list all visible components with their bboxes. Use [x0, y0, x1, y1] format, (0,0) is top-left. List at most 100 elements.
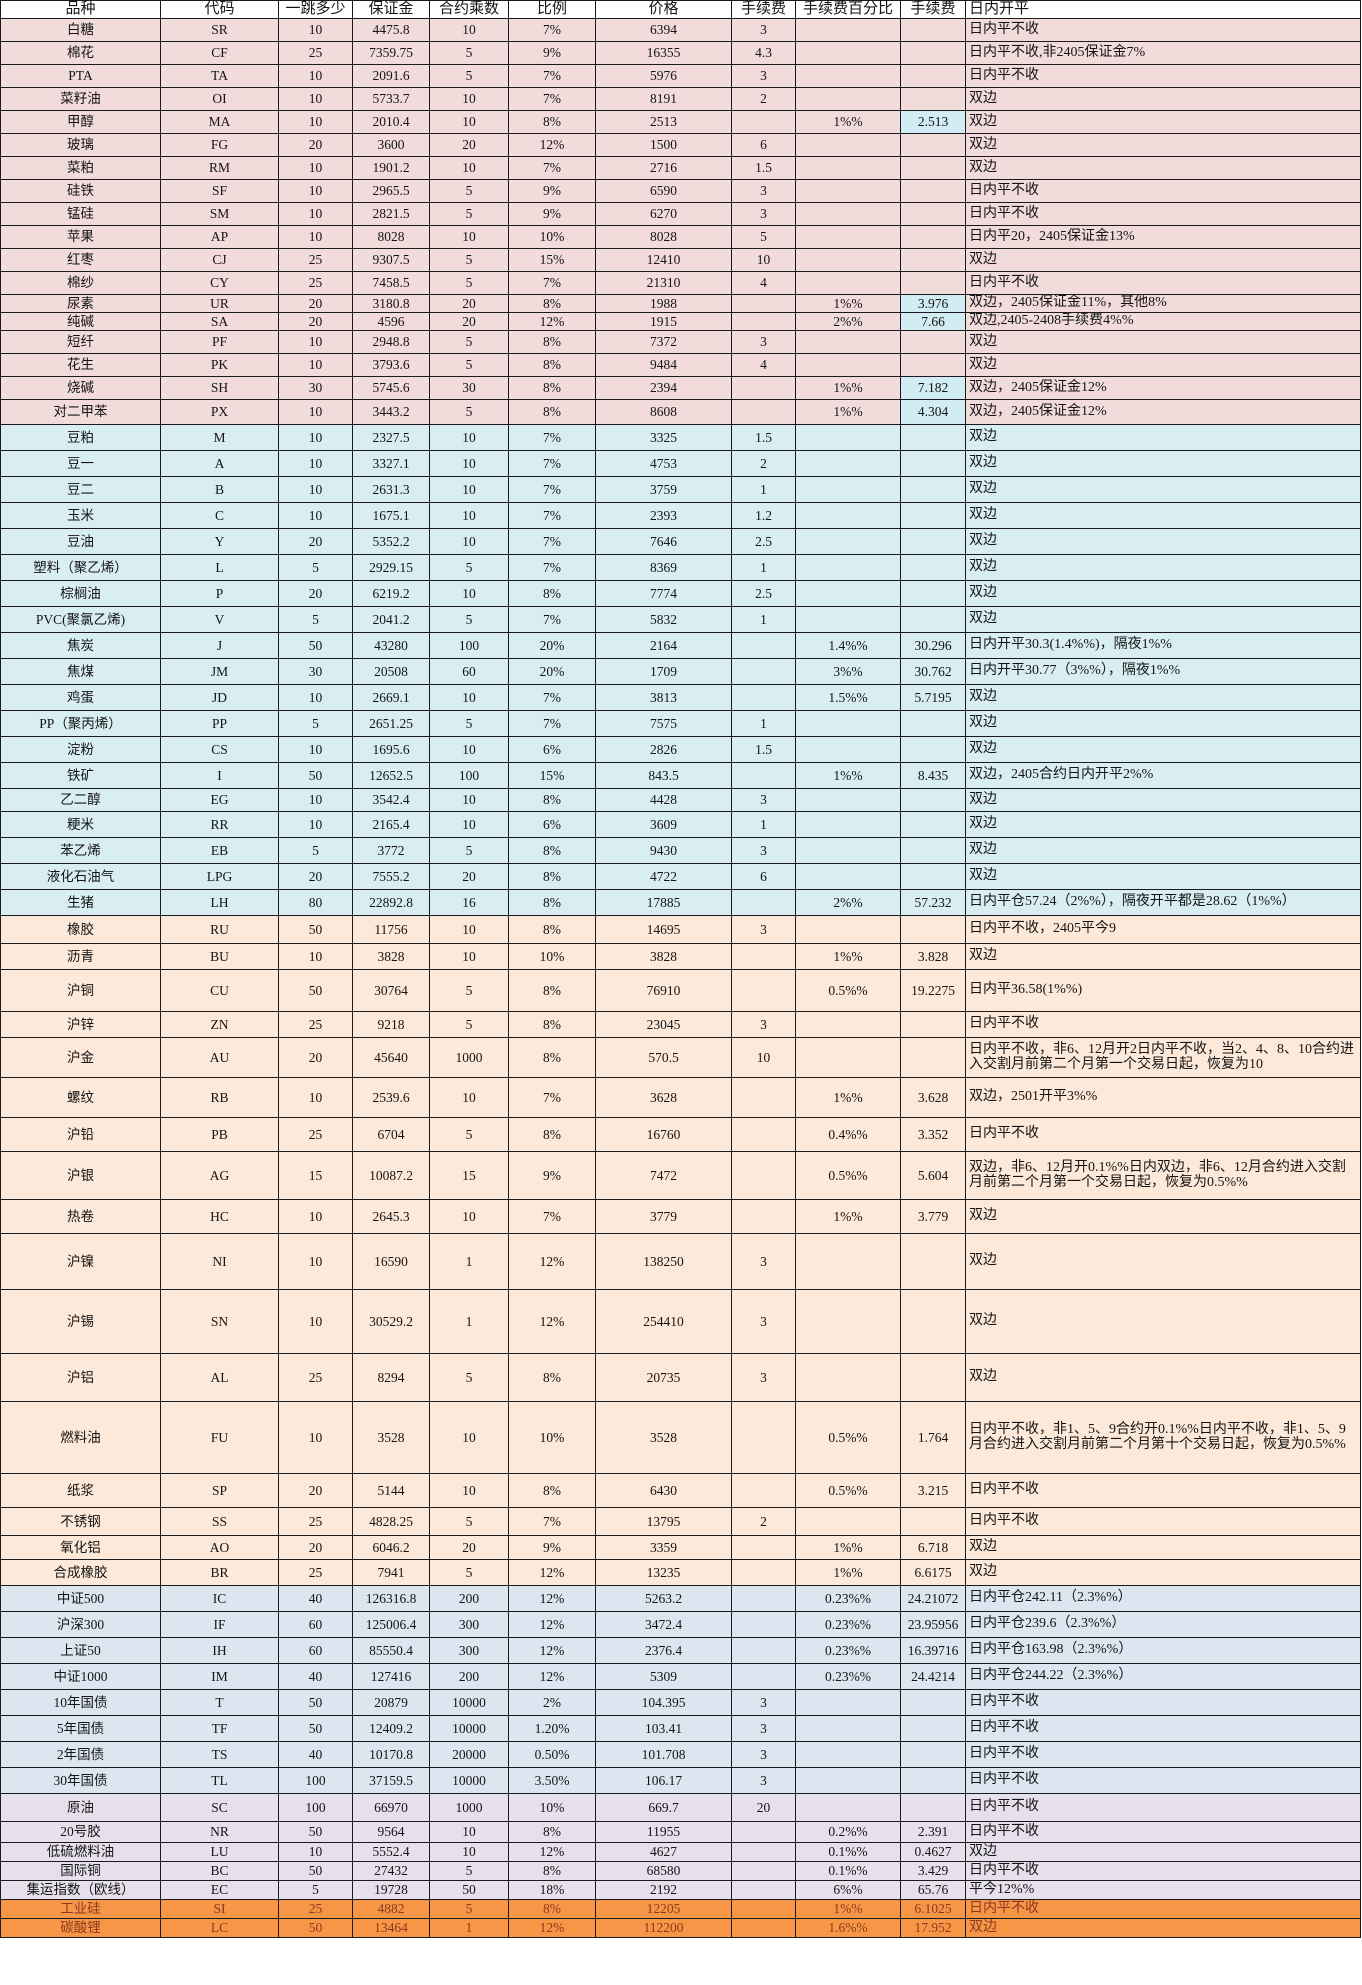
cell-fee-pct[interactable]: 1%%	[795, 1558, 901, 1586]
cell-fee2[interactable]	[900, 1714, 966, 1742]
cell-margin[interactable]: 6046.2	[352, 1534, 430, 1560]
cell-intraday[interactable]: 双边	[965, 810, 1361, 838]
cell-multiplier[interactable]: 5	[429, 1558, 509, 1586]
cell-code[interactable]: SF	[160, 178, 279, 203]
cell-ratio[interactable]: 7%	[508, 86, 596, 111]
cell-ratio[interactable]: 12%	[508, 311, 596, 331]
cell-code[interactable]: CY	[160, 270, 279, 295]
cell-multiplier[interactable]: 20	[429, 1534, 509, 1560]
cell-fee-pct[interactable]	[795, 449, 901, 477]
cell-variety[interactable]: 沥青	[0, 942, 161, 970]
cell-code[interactable]: B	[160, 475, 279, 503]
cell-code[interactable]: SP	[160, 1472, 279, 1508]
cell-multiplier[interactable]: 5	[429, 178, 509, 203]
cell-fee[interactable]: 1.5	[731, 423, 796, 451]
cell-multiplier[interactable]: 10	[429, 1076, 509, 1118]
cell-fee[interactable]: 20	[731, 1792, 796, 1822]
cell-fee2[interactable]: 0.4627	[900, 1841, 966, 1862]
cell-ratio[interactable]: 12%	[508, 1917, 596, 1938]
cell-margin[interactable]: 66970	[352, 1792, 430, 1822]
cell-ratio[interactable]: 6%	[508, 735, 596, 763]
cell-variety[interactable]: 豆油	[0, 527, 161, 555]
cell-tick[interactable]: 5	[278, 605, 353, 633]
cell-ratio[interactable]: 8%	[508, 375, 596, 400]
cell-ratio[interactable]: 8%	[508, 836, 596, 864]
cell-price[interactable]: 13795	[595, 1506, 732, 1536]
cell-variety[interactable]: 豆粕	[0, 423, 161, 451]
cell-multiplier[interactable]: 10000	[429, 1714, 509, 1742]
cell-ratio[interactable]: 7%	[508, 709, 596, 737]
cell-fee[interactable]: 10	[731, 1036, 796, 1078]
cell-fee2[interactable]	[900, 553, 966, 581]
cell-fee[interactable]: 1	[731, 553, 796, 581]
cell-variety[interactable]: 豆二	[0, 475, 161, 503]
cell-intraday[interactable]: 双边,2405-2408手续费4%%	[965, 311, 1361, 331]
cell-ratio[interactable]: 8%	[508, 109, 596, 134]
cell-fee-pct[interactable]	[795, 86, 901, 111]
cell-code[interactable]: ZN	[160, 1010, 279, 1038]
cell-ratio[interactable]: 10%	[508, 1400, 596, 1474]
cell-fee[interactable]: 4.3	[731, 40, 796, 65]
cell-price[interactable]: 9484	[595, 352, 732, 377]
cell-ratio[interactable]: 20%	[508, 631, 596, 659]
cell-tick[interactable]: 50	[278, 631, 353, 659]
cell-code[interactable]: T	[160, 1688, 279, 1716]
cell-margin[interactable]: 12652.5	[352, 761, 430, 789]
cell-fee[interactable]: 4	[731, 270, 796, 295]
cell-fee[interactable]: 3	[731, 836, 796, 864]
cell-price[interactable]: 254410	[595, 1288, 732, 1354]
cell-price[interactable]: 2164	[595, 631, 732, 659]
cell-fee2[interactable]	[900, 352, 966, 377]
cell-fee-pct[interactable]	[795, 224, 901, 249]
cell-fee-pct[interactable]	[795, 1036, 901, 1078]
cell-tick[interactable]: 10	[278, 1288, 353, 1354]
cell-margin[interactable]: 1901.2	[352, 155, 430, 180]
cell-price[interactable]: 8191	[595, 86, 732, 111]
cell-fee2[interactable]	[900, 475, 966, 503]
column-header-fee-pct[interactable]: 手续费百分比	[795, 0, 901, 19]
cell-price[interactable]: 2513	[595, 109, 732, 134]
cell-ratio[interactable]: 7%	[508, 423, 596, 451]
cell-tick[interactable]: 10	[278, 423, 353, 451]
cell-ratio[interactable]: 7%	[508, 527, 596, 555]
cell-ratio[interactable]: 8%	[508, 352, 596, 377]
cell-variety[interactable]: 热卷	[0, 1198, 161, 1234]
cell-margin[interactable]: 30529.2	[352, 1288, 430, 1354]
cell-fee[interactable]	[731, 1841, 796, 1862]
cell-intraday[interactable]: 日内平不收	[965, 201, 1361, 226]
cell-price[interactable]: 12410	[595, 247, 732, 272]
cell-tick[interactable]: 25	[278, 1898, 353, 1919]
cell-price[interactable]: 112200	[595, 1917, 732, 1938]
cell-ratio[interactable]: 10%	[508, 1792, 596, 1822]
cell-price[interactable]: 5832	[595, 605, 732, 633]
cell-margin[interactable]: 7359.75	[352, 40, 430, 65]
cell-intraday[interactable]: 日内平不收	[965, 1472, 1361, 1508]
cell-margin[interactable]: 3828	[352, 942, 430, 970]
cell-fee2[interactable]: 6.1025	[900, 1898, 966, 1919]
cell-fee2[interactable]	[900, 501, 966, 529]
cell-intraday[interactable]: 双边	[965, 1917, 1361, 1938]
cell-margin[interactable]: 19728	[352, 1879, 430, 1900]
cell-fee2[interactable]: 24.4214	[900, 1662, 966, 1690]
cell-tick[interactable]: 50	[278, 1714, 353, 1742]
cell-tick[interactable]: 20	[278, 311, 353, 331]
cell-margin[interactable]: 11756	[352, 914, 430, 944]
cell-fee2[interactable]: 3.215	[900, 1472, 966, 1508]
cell-ratio[interactable]: 9%	[508, 201, 596, 226]
cell-price[interactable]: 8028	[595, 224, 732, 249]
cell-tick[interactable]: 5	[278, 1879, 353, 1900]
cell-fee[interactable]: 6	[731, 132, 796, 157]
cell-price[interactable]: 3359	[595, 1534, 732, 1560]
cell-code[interactable]: PP	[160, 709, 279, 737]
cell-margin[interactable]: 7941	[352, 1558, 430, 1586]
cell-tick[interactable]: 10	[278, 787, 353, 812]
cell-variety[interactable]: 乙二醇	[0, 787, 161, 812]
column-header-intraday[interactable]: 日内开平	[965, 0, 1361, 19]
cell-fee2[interactable]: 65.76	[900, 1879, 966, 1900]
cell-code[interactable]: IH	[160, 1636, 279, 1664]
cell-ratio[interactable]: 8%	[508, 914, 596, 944]
cell-tick[interactable]: 10	[278, 683, 353, 711]
cell-ratio[interactable]: 8%	[508, 1036, 596, 1078]
cell-tick[interactable]: 25	[278, 1116, 353, 1152]
cell-intraday[interactable]: 双边	[965, 605, 1361, 633]
